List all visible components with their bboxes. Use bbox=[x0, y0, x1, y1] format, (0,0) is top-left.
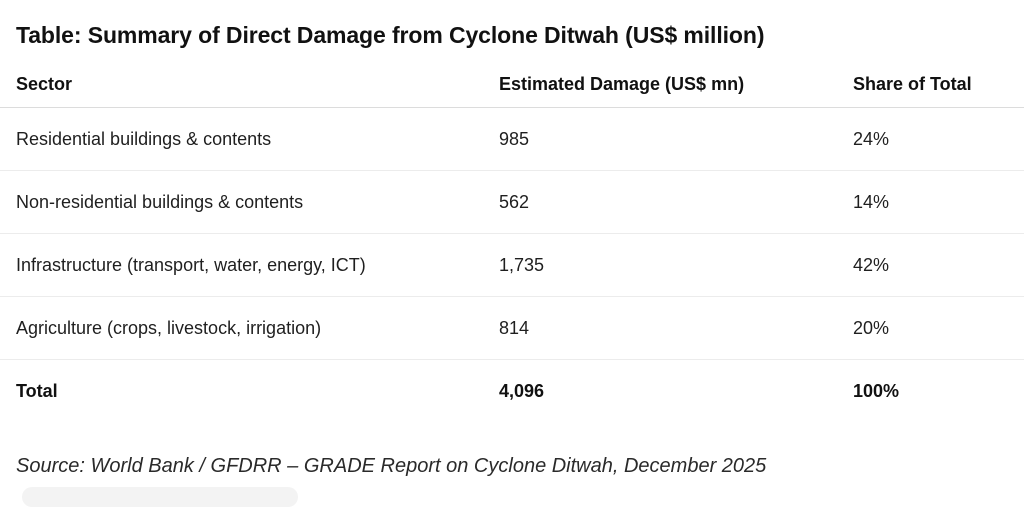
cell-sector: Residential buildings & contents bbox=[16, 128, 272, 149]
table-row: Residential buildings & contents 985 24% bbox=[0, 108, 1024, 171]
table-title: Table: Summary of Direct Damage from Cyc… bbox=[16, 22, 765, 48]
cell-damage: 562 bbox=[499, 191, 530, 212]
cell-share: 20% bbox=[853, 317, 890, 338]
table-row: Infrastructure (transport, water, energy… bbox=[0, 234, 1024, 297]
total-label: Total bbox=[16, 380, 58, 401]
cell-damage: 814 bbox=[499, 317, 530, 338]
faded-pill-shape bbox=[22, 487, 298, 507]
total-share: 100% bbox=[853, 380, 900, 401]
source-note: Source: World Bank / GFDRR – GRADE Repor… bbox=[16, 455, 767, 477]
cell-sector: Agriculture (crops, livestock, irrigatio… bbox=[16, 317, 322, 338]
cell-share: 24% bbox=[853, 128, 890, 149]
cell-damage: 985 bbox=[499, 128, 530, 149]
cell-sector: Non-residential buildings & contents bbox=[16, 191, 304, 212]
damage-table: Sector Estimated Damage (US$ mn) Share o… bbox=[0, 62, 1024, 422]
cell-sector: Infrastructure (transport, water, energy… bbox=[16, 254, 366, 275]
header-sector: Sector bbox=[16, 74, 73, 94]
cell-share: 42% bbox=[853, 254, 890, 275]
total-damage: 4,096 bbox=[499, 380, 545, 401]
table-header-row: Sector Estimated Damage (US$ mn) Share o… bbox=[0, 62, 1024, 108]
header-estimated-damage: Estimated Damage (US$ mn) bbox=[499, 74, 745, 94]
cell-damage: 1,735 bbox=[499, 254, 545, 275]
table-row: Non-residential buildings & contents 562… bbox=[0, 171, 1024, 234]
cell-share: 14% bbox=[853, 191, 890, 212]
table-row: Agriculture (crops, livestock, irrigatio… bbox=[0, 297, 1024, 360]
table-total-row: Total 4,096 100% bbox=[0, 360, 1024, 422]
header-share-of-total: Share of Total bbox=[853, 74, 972, 94]
